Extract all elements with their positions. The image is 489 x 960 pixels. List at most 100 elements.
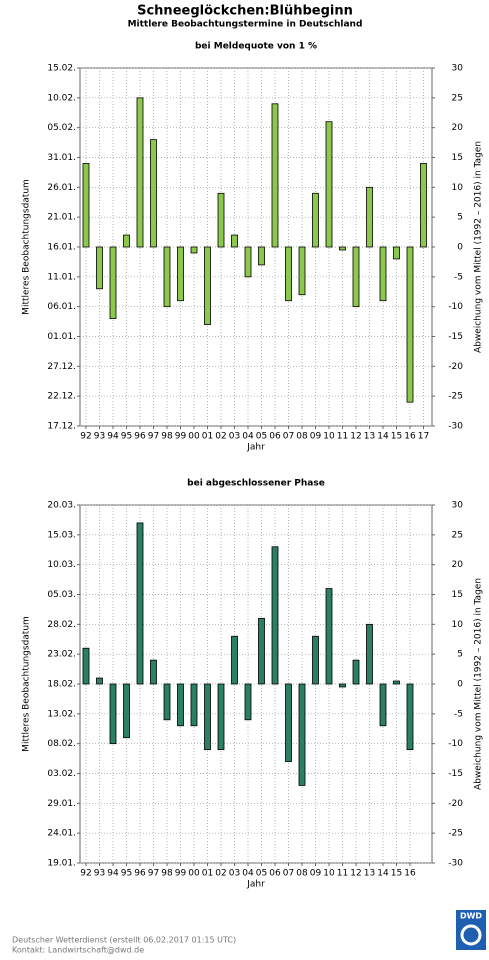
y2-tick-label: -15 xyxy=(448,769,463,779)
x-tick-label: 03 xyxy=(229,432,240,442)
bar xyxy=(177,683,184,727)
bar xyxy=(123,683,130,739)
y-tick-label: 28.02. xyxy=(47,620,76,630)
x-tick-label: 07 xyxy=(283,869,294,879)
y-axis-label: Mittleres Beobachtungsdatum xyxy=(22,179,32,315)
bar xyxy=(285,683,292,762)
x-tick-label: 11 xyxy=(337,432,348,442)
bar xyxy=(406,246,414,403)
y-tick-label: 15.02. xyxy=(47,64,76,74)
bar xyxy=(339,246,346,251)
y2-tick-label: -25 xyxy=(448,829,463,839)
x-tick-label: 94 xyxy=(107,869,119,879)
y2-tick-label: -30 xyxy=(448,422,463,432)
y2-tick-label: -5 xyxy=(454,272,463,282)
x-tick-label: 01 xyxy=(202,432,213,442)
bar xyxy=(244,683,252,721)
y2-axis-label: Abweichung vom Mittel (1992 – 2016) in T… xyxy=(474,141,484,353)
y-tick-label: 31.01. xyxy=(47,153,76,163)
x-tick-label: 10 xyxy=(323,432,335,442)
chart-title: bei Meldequote von 1 % xyxy=(195,42,317,52)
bar xyxy=(339,683,346,688)
bar xyxy=(366,186,373,248)
y-tick-label: 05.03. xyxy=(47,590,76,600)
bar xyxy=(96,246,103,290)
x-axis-label: Jahr xyxy=(246,443,265,453)
y2-tick-label: -5 xyxy=(454,709,463,719)
y-tick-label: 08.02. xyxy=(47,739,76,749)
y2-tick-label: 25 xyxy=(452,93,463,103)
y-tick-label: 06.01. xyxy=(47,302,76,312)
bar xyxy=(258,617,265,685)
x-tick-label: 02 xyxy=(215,432,226,442)
bar xyxy=(285,246,292,302)
x-tick-label: 93 xyxy=(94,869,105,879)
logo-text: DWD xyxy=(460,912,482,921)
x-tick-label: 05 xyxy=(256,869,267,879)
x-tick-label: 01 xyxy=(202,869,213,879)
chart-title: bei abgeschlossener Phase xyxy=(187,479,325,489)
bar xyxy=(204,683,211,751)
plot-frame xyxy=(79,67,433,427)
x-tick-label: 95 xyxy=(121,432,132,442)
x-tick-label: 95 xyxy=(121,869,132,879)
bar xyxy=(258,246,265,266)
x-tick-label: 99 xyxy=(175,432,187,442)
bar xyxy=(190,246,198,254)
bar xyxy=(325,588,333,685)
bar xyxy=(271,103,279,248)
x-tick-label: 96 xyxy=(134,432,146,442)
x-tick-label: 97 xyxy=(148,432,159,442)
y2-tick-label: 5 xyxy=(457,213,463,223)
x-tick-label: 94 xyxy=(107,432,119,442)
y2-tick-label: -20 xyxy=(448,799,463,809)
x-tick-label: 05 xyxy=(256,432,267,442)
x-tick-label: 14 xyxy=(377,432,389,442)
y-tick-label: 13.02. xyxy=(47,709,76,719)
x-tick-label: 98 xyxy=(161,869,173,879)
x-tick-label: 11 xyxy=(337,869,348,879)
bar xyxy=(150,659,157,685)
y-tick-label: 20.03. xyxy=(47,501,76,511)
x-tick-label: 13 xyxy=(364,432,375,442)
bar xyxy=(217,683,225,751)
y-tick-label: 18.02. xyxy=(47,680,76,690)
bar xyxy=(231,234,238,248)
x-axis-label: Jahr xyxy=(246,880,265,890)
bar xyxy=(82,163,90,248)
x-tick-label: 02 xyxy=(215,869,226,879)
x-tick-label: 98 xyxy=(161,432,173,442)
y2-tick-label: 15 xyxy=(452,153,463,163)
x-tick-label: 16 xyxy=(404,432,416,442)
y2-tick-label: 20 xyxy=(452,123,464,133)
bar xyxy=(312,192,319,248)
x-tick-label: 00 xyxy=(188,432,200,442)
x-tick-label: 10 xyxy=(323,869,335,879)
y-tick-label: 10.02. xyxy=(47,93,76,103)
x-tick-label: 99 xyxy=(175,869,187,879)
x-tick-label: 08 xyxy=(296,869,308,879)
y-tick-label: 24.01. xyxy=(47,829,76,839)
bar xyxy=(352,659,360,685)
bar xyxy=(136,97,144,248)
x-tick-label: 92 xyxy=(80,869,91,879)
y2-tick-label: 0 xyxy=(457,243,463,253)
y2-tick-label: -25 xyxy=(448,392,463,402)
y-tick-label: 22.12. xyxy=(47,392,76,402)
y2-tick-label: 10 xyxy=(452,183,464,193)
y-tick-label: 21.01. xyxy=(47,213,76,223)
bar xyxy=(379,246,387,302)
y-tick-label: 01.01. xyxy=(47,332,76,342)
y-tick-label: 27.12. xyxy=(47,362,76,372)
x-tick-label: 15 xyxy=(391,869,402,879)
bar xyxy=(190,683,198,727)
y-tick-label: 26.01. xyxy=(47,183,76,193)
bar xyxy=(96,677,103,685)
page-title: Schneeglöckchen:Blühbeginn xyxy=(137,4,353,19)
y-tick-label: 23.02. xyxy=(47,650,76,660)
y2-axis-label: Abweichung vom Mittel (1992 – 2016) in T… xyxy=(474,578,484,790)
y2-tick-label: 10 xyxy=(452,620,464,630)
y2-tick-label: -15 xyxy=(448,332,463,342)
x-tick-label: 14 xyxy=(377,869,389,879)
